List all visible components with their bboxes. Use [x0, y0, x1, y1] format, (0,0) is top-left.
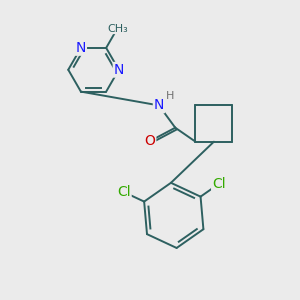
Text: Cl: Cl: [212, 177, 226, 191]
Text: N: N: [154, 98, 164, 112]
Text: O: O: [145, 134, 155, 148]
Text: CH₃: CH₃: [107, 24, 128, 34]
Text: N: N: [76, 41, 86, 55]
Text: N: N: [114, 63, 124, 77]
Text: Cl: Cl: [117, 185, 131, 199]
Text: H: H: [166, 91, 174, 101]
